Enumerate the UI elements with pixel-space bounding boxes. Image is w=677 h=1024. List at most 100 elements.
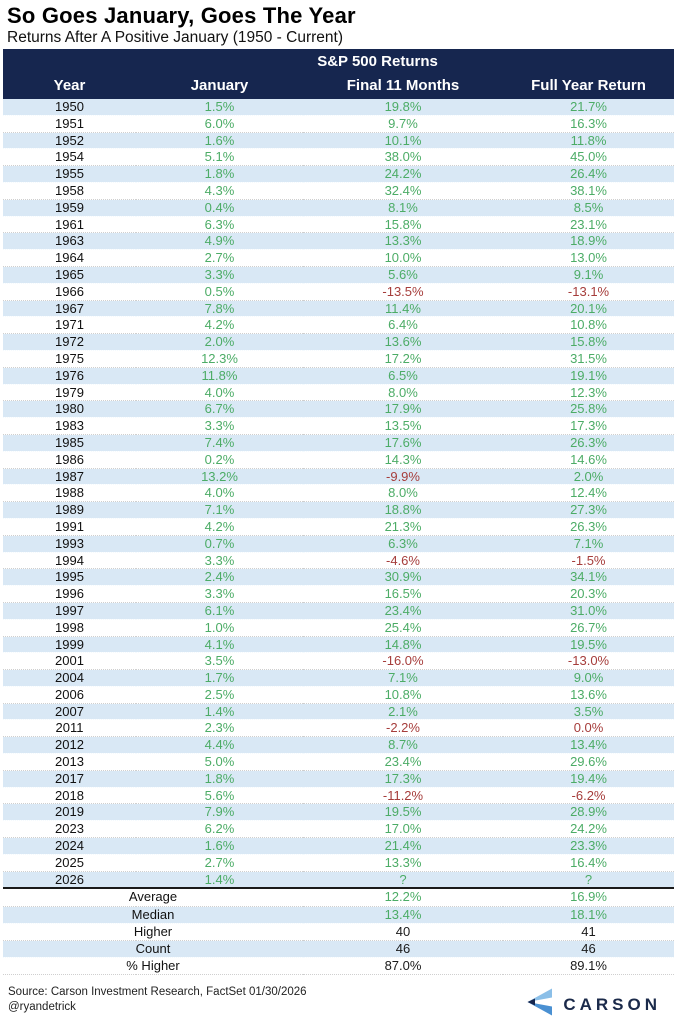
final-11-months-cell: 15.8% [303,216,503,234]
full-year-return-cell: -6.2% [503,787,675,805]
table-row: 1976 11.8% 6.5% 19.1% [3,367,675,385]
year-cell: 1999 [3,636,136,654]
table-row: 1952 1.6% 10.1% 11.8% [3,132,675,150]
table-row: 1964 2.7% 10.0% 13.0% [3,249,675,267]
table-row: 1994 3.3% -4.6% -1.5% [3,552,675,570]
full-year-return-cell: -1.5% [503,552,675,570]
january-cell: 1.7% [136,669,303,687]
final-11-months-cell: 7.1% [303,669,503,687]
final-11-months-cell: 6.4% [303,316,503,335]
year-cell: 1979 [3,384,136,402]
full-year-return-cell: 21.7% [503,99,675,116]
returns-table: S&P 500 Returns Year January Final 11 Mo… [3,49,675,976]
year-cell: 2006 [3,686,136,704]
january-cell: 2.0% [136,333,303,351]
year-cell: 2011 [3,719,136,738]
full-year-return-cell: 19.5% [503,636,675,654]
january-cell: 6.2% [136,820,303,839]
summary-full-year-return-cell: 18.1% [503,906,675,924]
table-row: 1963 4.9% 13.3% 18.9% [3,232,675,251]
full-year-return-cell: 20.3% [503,585,675,603]
final-11-months-cell: 2.1% [303,703,503,721]
summary-row: Median 13.4% 18.1% [3,906,675,924]
january-cell: 5.1% [136,148,303,167]
full-year-return-cell: 34.1% [503,568,675,587]
full-year-return-cell: 16.3% [503,115,675,133]
full-year-return-cell: 26.4% [503,165,675,183]
table-row: 2019 7.9% 19.5% 28.9% [3,803,675,822]
full-year-return-cell: 19.4% [503,770,675,788]
table-row: 1983 3.3% 13.5% 17.3% [3,417,675,435]
full-year-return-cell: 27.3% [503,501,675,519]
final-11-months-cell: 23.4% [303,753,503,771]
year-cell: 2024 [3,837,136,855]
table-row: 1985 7.4% 17.6% 26.3% [3,434,675,452]
table-row: 1950 1.5% 19.8% 21.7% [3,99,675,116]
table-row: 1998 1.0% 25.4% 26.7% [3,619,675,637]
summary-row: Higher 40 41 [3,923,675,942]
table-body: 1950 1.5% 19.8% 21.7% 1951 6.0% 9.7% 16.3% 1952 1… [3,99,675,889]
table-row: 2018 5.6% -11.2% -6.2% [3,787,675,805]
final-11-months-cell: 6.3% [303,535,503,553]
full-year-return-cell: 2.0% [503,468,675,486]
page-subtitle: Returns After A Positive January (1950 -… [7,29,343,46]
table-row: 1996 3.3% 16.5% 20.3% [3,585,675,603]
table-row: 1993 0.7% 6.3% 7.1% [3,535,675,553]
final-11-months-cell: -4.6% [303,552,503,570]
table-row: 2007 1.4% 2.1% 3.5% [3,703,675,721]
final-11-months-cell: 18.8% [303,501,503,519]
full-year-return-cell: 3.5% [503,703,675,721]
summary-final-11-months-cell: 46 [303,940,503,959]
table-row: 1959 0.4% 8.1% 8.5% [3,199,675,217]
summary-label: Average [3,887,303,907]
table-row: 2001 3.5% -16.0% -13.0% [3,652,675,671]
january-cell: 2.5% [136,686,303,704]
january-cell: 3.5% [136,652,303,671]
january-cell: 4.2% [136,518,303,536]
january-cell: 4.4% [136,736,303,755]
table-row: 2025 2.7% 13.3% 16.4% [3,854,675,872]
final-11-months-cell: 10.1% [303,132,503,150]
january-cell: 0.5% [136,283,303,301]
year-cell: 1964 [3,249,136,267]
summary-label: Median [3,906,303,924]
january-cell: 3.3% [136,266,303,284]
footer: Source: Carson Investment Research, Fact… [8,985,669,1022]
january-cell: 1.8% [136,770,303,788]
table-row: 2012 4.4% 8.7% 13.4% [3,736,675,755]
january-cell: 4.2% [136,316,303,335]
table-row: 1975 12.3% 17.2% 31.5% [3,350,675,368]
carson-chevron-icon [524,987,554,1022]
year-cell: 1950 [3,99,136,116]
final-11-months-cell: 13.5% [303,417,503,435]
full-year-return-cell: 26.3% [503,518,675,536]
summary-full-year-return-cell: 89.1% [503,957,675,976]
table-row: 2013 5.0% 23.4% 29.6% [3,753,675,771]
full-year-return-cell: 13.4% [503,736,675,755]
table-row: 1972 2.0% 13.6% 15.8% [3,333,675,351]
full-year-return-cell: 18.9% [503,232,675,251]
year-cell: 1954 [3,148,136,167]
carson-wordmark: CARSON [563,994,661,1014]
table-row: 1966 0.5% -13.5% -13.1% [3,283,675,301]
final-11-months-cell: 9.7% [303,115,503,133]
final-11-months-cell: 19.8% [303,99,503,116]
table-row: 1988 4.0% 8.0% 12.4% [3,484,675,503]
full-year-return-cell: 38.1% [503,182,675,200]
full-year-return-cell: 24.2% [503,820,675,839]
january-cell: 0.2% [136,451,303,469]
january-cell: 4.0% [136,384,303,402]
year-cell: 1965 [3,266,136,284]
january-cell: 12.3% [136,350,303,368]
final-11-months-cell: 30.9% [303,568,503,587]
table-row: 2017 1.8% 17.3% 19.4% [3,770,675,788]
footer-text: Source: Carson Investment Research, Fact… [8,985,307,1015]
january-cell: 2.7% [136,249,303,267]
summary-row: Average 12.2% 16.9% [3,887,675,907]
year-cell: 1988 [3,484,136,503]
final-11-months-cell: 14.3% [303,451,503,469]
full-year-return-cell: 25.8% [503,400,675,419]
full-year-return-cell: 19.1% [503,367,675,385]
full-year-return-cell: 12.3% [503,384,675,402]
summary-final-11-months-cell: 40 [303,923,503,942]
